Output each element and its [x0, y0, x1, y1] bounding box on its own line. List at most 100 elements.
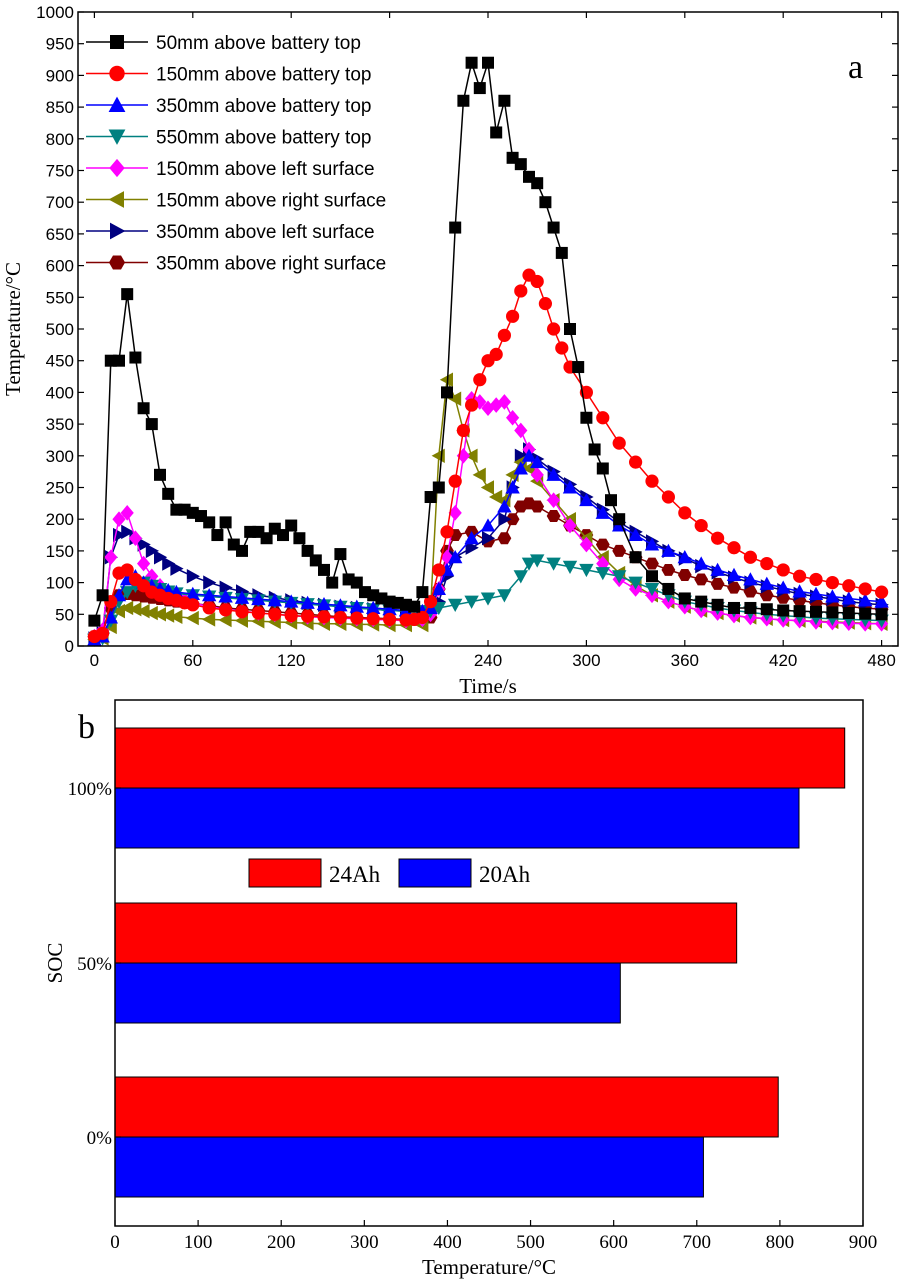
data-point: [383, 612, 397, 626]
data-point: [612, 570, 627, 584]
data-point: [562, 560, 578, 574]
data-point: [875, 608, 888, 621]
panel-b-y-ticks: 100% 50% 0%: [68, 779, 121, 1149]
data-point: [112, 511, 126, 527]
data-point: [408, 600, 421, 613]
data-point: [186, 569, 200, 584]
data-point: [595, 538, 610, 551]
data-point: [744, 601, 757, 614]
data-point: [154, 468, 166, 481]
data-point: [644, 537, 660, 551]
data-point: [448, 550, 463, 564]
x-tick-label: 0: [110, 1232, 120, 1253]
data-point: [251, 591, 266, 606]
data-point: [661, 563, 676, 576]
data-point: [120, 600, 134, 616]
data-point: [564, 323, 576, 335]
data-point: [497, 394, 511, 410]
data-point: [498, 512, 512, 527]
legend-label: 20Ah: [479, 862, 531, 887]
data-point: [128, 530, 142, 547]
data-point: [759, 576, 774, 590]
legend-label: 150mm above right surface: [156, 191, 386, 212]
data-point: [497, 492, 511, 508]
data-point: [555, 246, 568, 259]
data-point: [309, 554, 322, 567]
legend-item: 150mm above battery top: [86, 65, 371, 86]
panel-a-plot-frame: [77, 11, 899, 647]
data-point: [727, 581, 741, 594]
data-point: [595, 505, 610, 519]
data-point: [595, 567, 610, 581]
data-point: [366, 600, 381, 614]
bar-24Ah-100%: [114, 727, 846, 789]
data-point: [695, 595, 708, 608]
data-point: [572, 361, 585, 374]
data-point: [521, 557, 537, 571]
data-point: [349, 599, 364, 613]
legend-label: 350mm above left surface: [156, 222, 375, 243]
bar-24Ah-0%: [114, 1076, 779, 1138]
legend-marker: [110, 222, 126, 240]
data-point: [432, 481, 445, 494]
data-point: [677, 569, 692, 581]
data-point: [162, 556, 176, 571]
data-point: [464, 531, 479, 545]
data-point: [694, 556, 709, 570]
y-tick-label: 100%: [68, 779, 113, 800]
y-tick-label: 50%: [77, 954, 112, 975]
data-point: [826, 606, 839, 619]
data-point: [728, 601, 740, 614]
data-point: [555, 341, 569, 355]
data-point: [185, 610, 199, 626]
panel-a-y-tick-labels: 0 50 100 150 200 250 300 350 400 450 500 550 600 650 7…: [36, 3, 74, 656]
data-point: [505, 513, 520, 526]
data-point: [505, 467, 519, 483]
data-point: [104, 549, 118, 566]
data-point: [473, 82, 486, 95]
data-point: [440, 525, 454, 539]
panel-a-x-axis-label: Time/s: [459, 674, 517, 698]
data-point: [710, 577, 725, 590]
data-point: [644, 582, 660, 597]
data-point: [482, 531, 496, 546]
panel-a-legend: 50mm above battery top 150mm above batter…: [86, 33, 386, 275]
data-point: [136, 603, 150, 619]
y-tick-label: 250: [46, 479, 74, 498]
data-point: [218, 589, 233, 603]
data-point: [456, 423, 470, 438]
data-point: [285, 519, 298, 532]
legend-label: 350mm above battery top: [156, 96, 371, 117]
data-point: [825, 589, 840, 603]
data-point: [579, 536, 593, 553]
data-point: [439, 372, 453, 387]
y-tick-label: 150: [46, 542, 74, 561]
legend-label: 50mm above battery top: [156, 33, 361, 54]
data-point: [161, 608, 175, 623]
data-point: [521, 448, 537, 462]
data-point: [530, 554, 545, 568]
data-point: [793, 569, 807, 583]
data-point: [113, 354, 125, 367]
data-point: [629, 455, 643, 469]
data-point: [318, 563, 330, 576]
data-point: [612, 436, 626, 450]
x-tick-label: 480: [867, 651, 895, 670]
x-tick-label: 600: [599, 1232, 628, 1253]
bar-20Ah-100%: [114, 787, 800, 849]
data-point: [661, 543, 676, 557]
data-point: [236, 544, 248, 557]
data-point: [334, 548, 347, 561]
data-point: [350, 611, 364, 625]
data-point: [546, 510, 561, 523]
x-tick-label: 900: [849, 1232, 878, 1253]
data-point: [605, 494, 617, 507]
data-point: [810, 605, 822, 618]
data-point: [268, 607, 282, 621]
data-point: [154, 550, 168, 565]
data-point: [792, 584, 807, 598]
y-tick-label: 700: [46, 193, 74, 212]
x-tick-label: 360: [671, 651, 699, 670]
data-point: [482, 56, 494, 69]
x-tick-label: 0: [90, 651, 99, 670]
